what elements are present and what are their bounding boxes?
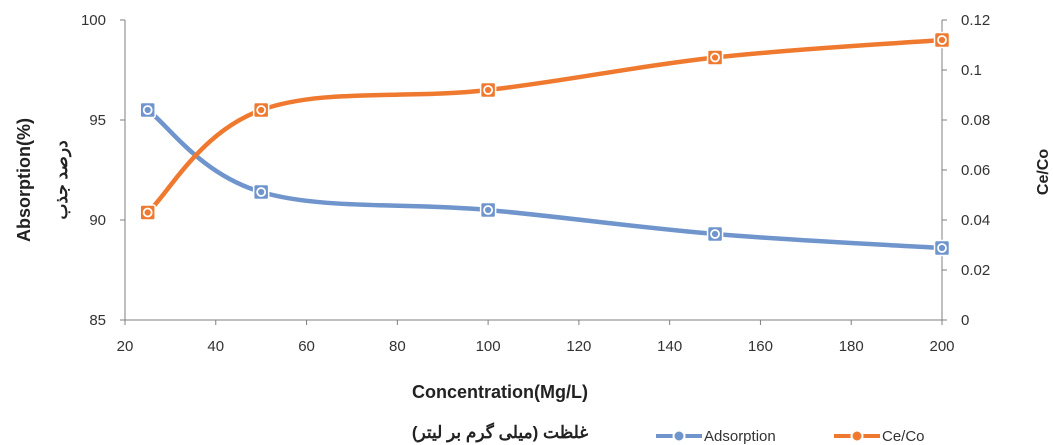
series-line-adsorption	[145, 107, 945, 251]
x-tick-label: 200	[929, 338, 954, 355]
legend-label-ceco: Ce/Co	[882, 428, 925, 445]
data-point-ring-ce-co	[142, 207, 153, 218]
x-axis-title: Concentration(Mg/L)	[412, 382, 588, 402]
x-axis-title-persian: غلظت (میلی گرم بر لیتر)	[412, 422, 588, 443]
right-y-tick-label: 0	[961, 312, 969, 329]
x-tick-labels: 20 40 60 80 100 120 140 160 180 200	[117, 320, 955, 355]
series-ce-co	[139, 31, 951, 221]
series-adsorption	[139, 101, 951, 257]
x-tick-label: 120	[566, 338, 591, 355]
data-point-ring-ce-co	[256, 105, 267, 115]
left-y-tick-labels: 85 90 95 100	[81, 12, 125, 329]
data-point-ring-adsorption	[710, 229, 720, 239]
x-tick-label: 80	[389, 338, 406, 355]
right-y-axis-title: Ce/Co	[1035, 149, 1052, 195]
x-tick-label: 160	[748, 338, 773, 355]
legend-label-adsorption: Adsorption	[704, 428, 776, 445]
x-tick-label: 100	[476, 338, 501, 355]
data-point-ring-adsorption	[256, 187, 267, 197]
series-layer	[139, 31, 951, 257]
legend-item-adsorption: Adsorption	[656, 428, 776, 445]
right-y-tick-label: 0.04	[961, 212, 990, 229]
x-tick-label: 20	[117, 338, 134, 355]
right-y-tick-label: 0.12	[961, 12, 990, 29]
x-tick-label: 140	[657, 338, 682, 355]
x-tick-label: 40	[207, 338, 224, 355]
left-y-tick-label: 100	[81, 12, 106, 29]
left-y-tick-label: 90	[89, 212, 106, 229]
data-point-ring-adsorption	[937, 243, 947, 253]
left-y-tick-label: 95	[89, 112, 106, 129]
x-tick-label: 180	[839, 338, 864, 355]
legend-marker-adsorption	[672, 429, 686, 443]
data-point-ring-ce-co	[710, 52, 720, 63]
left-y-tick-label: 85	[89, 312, 106, 329]
x-tick-label: 60	[298, 338, 315, 355]
data-point-ring-ce-co	[483, 85, 494, 95]
legend-marker-ceco	[850, 429, 864, 443]
data-point-ring-adsorption	[142, 105, 153, 115]
data-point-ring-ce-co	[937, 35, 947, 45]
right-y-tick-label: 0.06	[961, 162, 990, 179]
right-y-tick-label: 0.1	[961, 62, 982, 79]
right-y-tick-label: 0.08	[961, 112, 990, 129]
left-y-axis-title: Absorption(%)	[14, 118, 34, 242]
axes	[124, 20, 943, 321]
legend: Adsorption Ce/Co	[656, 428, 925, 445]
legend-item-ceco: Ce/Co	[834, 428, 925, 445]
right-y-tick-label: 0.02	[961, 262, 990, 279]
data-point-ring-adsorption	[483, 205, 494, 215]
left-y-axis-title-persian: درصد جذب	[52, 140, 72, 219]
right-y-tick-labels: 0 0.02 0.04 0.06 0.08 0.1 0.12	[942, 12, 990, 329]
